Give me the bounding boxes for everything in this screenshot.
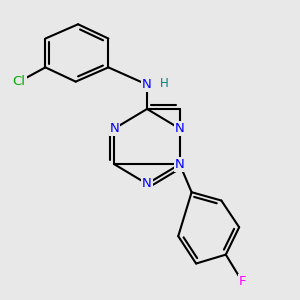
Text: N: N: [142, 177, 152, 190]
Text: Cl: Cl: [13, 75, 26, 88]
Text: F: F: [238, 275, 246, 288]
Text: N: N: [175, 158, 184, 171]
Text: N: N: [142, 78, 152, 91]
Text: H: H: [160, 77, 169, 90]
Text: N: N: [110, 122, 119, 135]
Text: N: N: [175, 122, 184, 135]
